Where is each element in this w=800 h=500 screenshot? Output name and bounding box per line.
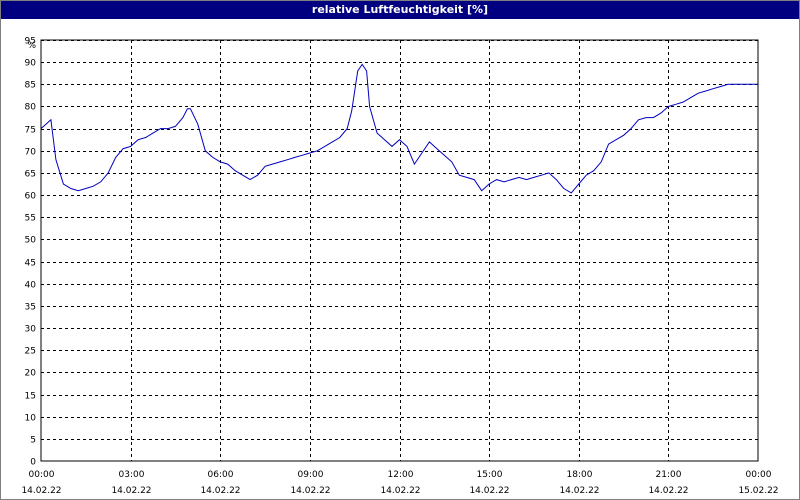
y-axis-unit-label: % <box>27 41 36 51</box>
x-tick-date-label: 15.02.22 <box>738 486 778 496</box>
x-tick-date-label: 14.02.22 <box>290 486 330 496</box>
chart-title: relative Luftfeuchtigkeit [%] <box>1 1 799 19</box>
x-tick-time-label: 06:00 <box>208 470 234 480</box>
x-tick-date-label: 14.02.22 <box>648 486 688 496</box>
y-tick-label: 45 <box>25 259 36 269</box>
y-tick-label: 25 <box>25 347 36 357</box>
y-tick-label: 95 <box>25 37 36 47</box>
y-tick-label: 5 <box>30 436 36 446</box>
x-tick-time-label: 12:00 <box>388 470 414 480</box>
x-tick-time-label: 15:00 <box>477 470 503 480</box>
humidity-series-line <box>40 63 758 194</box>
y-tick-label: 85 <box>25 81 36 91</box>
x-tick-date-label: 14.02.22 <box>21 486 61 496</box>
y-tick-label: 30 <box>25 325 37 335</box>
y-tick-label: 20 <box>25 369 37 379</box>
x-tick-date-label: 14.02.22 <box>559 486 599 496</box>
y-tick-label: 60 <box>25 192 37 202</box>
y-tick-label: 75 <box>25 126 36 136</box>
x-tick-date-label: 14.02.22 <box>200 486 240 496</box>
y-tick-label: 35 <box>25 303 36 313</box>
y-tick-label: 10 <box>25 414 37 424</box>
y-tick-label: 40 <box>25 281 37 291</box>
plot-area <box>40 39 759 462</box>
x-tick-time-label: 09:00 <box>298 470 324 480</box>
y-tick-label: 90 <box>25 59 37 69</box>
y-tick-label: 80 <box>25 103 37 113</box>
x-tick-time-label: 21:00 <box>656 470 682 480</box>
x-tick-time-label: 00:00 <box>746 470 772 480</box>
x-tick-date-label: 14.02.22 <box>380 486 420 496</box>
y-tick-label: 55 <box>25 214 36 224</box>
x-tick-time-label: 03:00 <box>119 470 145 480</box>
y-tick-label: 0 <box>30 458 36 468</box>
x-tick-date-label: 14.02.22 <box>111 486 151 496</box>
y-tick-label: 50 <box>25 236 37 246</box>
y-tick-label: 15 <box>25 392 36 402</box>
y-tick-label: 70 <box>25 148 37 158</box>
y-tick-label: 65 <box>25 170 36 180</box>
x-tick-time-label: 18:00 <box>567 470 593 480</box>
x-tick-time-label: 00:00 <box>29 470 55 480</box>
x-tick-date-label: 14.02.22 <box>469 486 509 496</box>
